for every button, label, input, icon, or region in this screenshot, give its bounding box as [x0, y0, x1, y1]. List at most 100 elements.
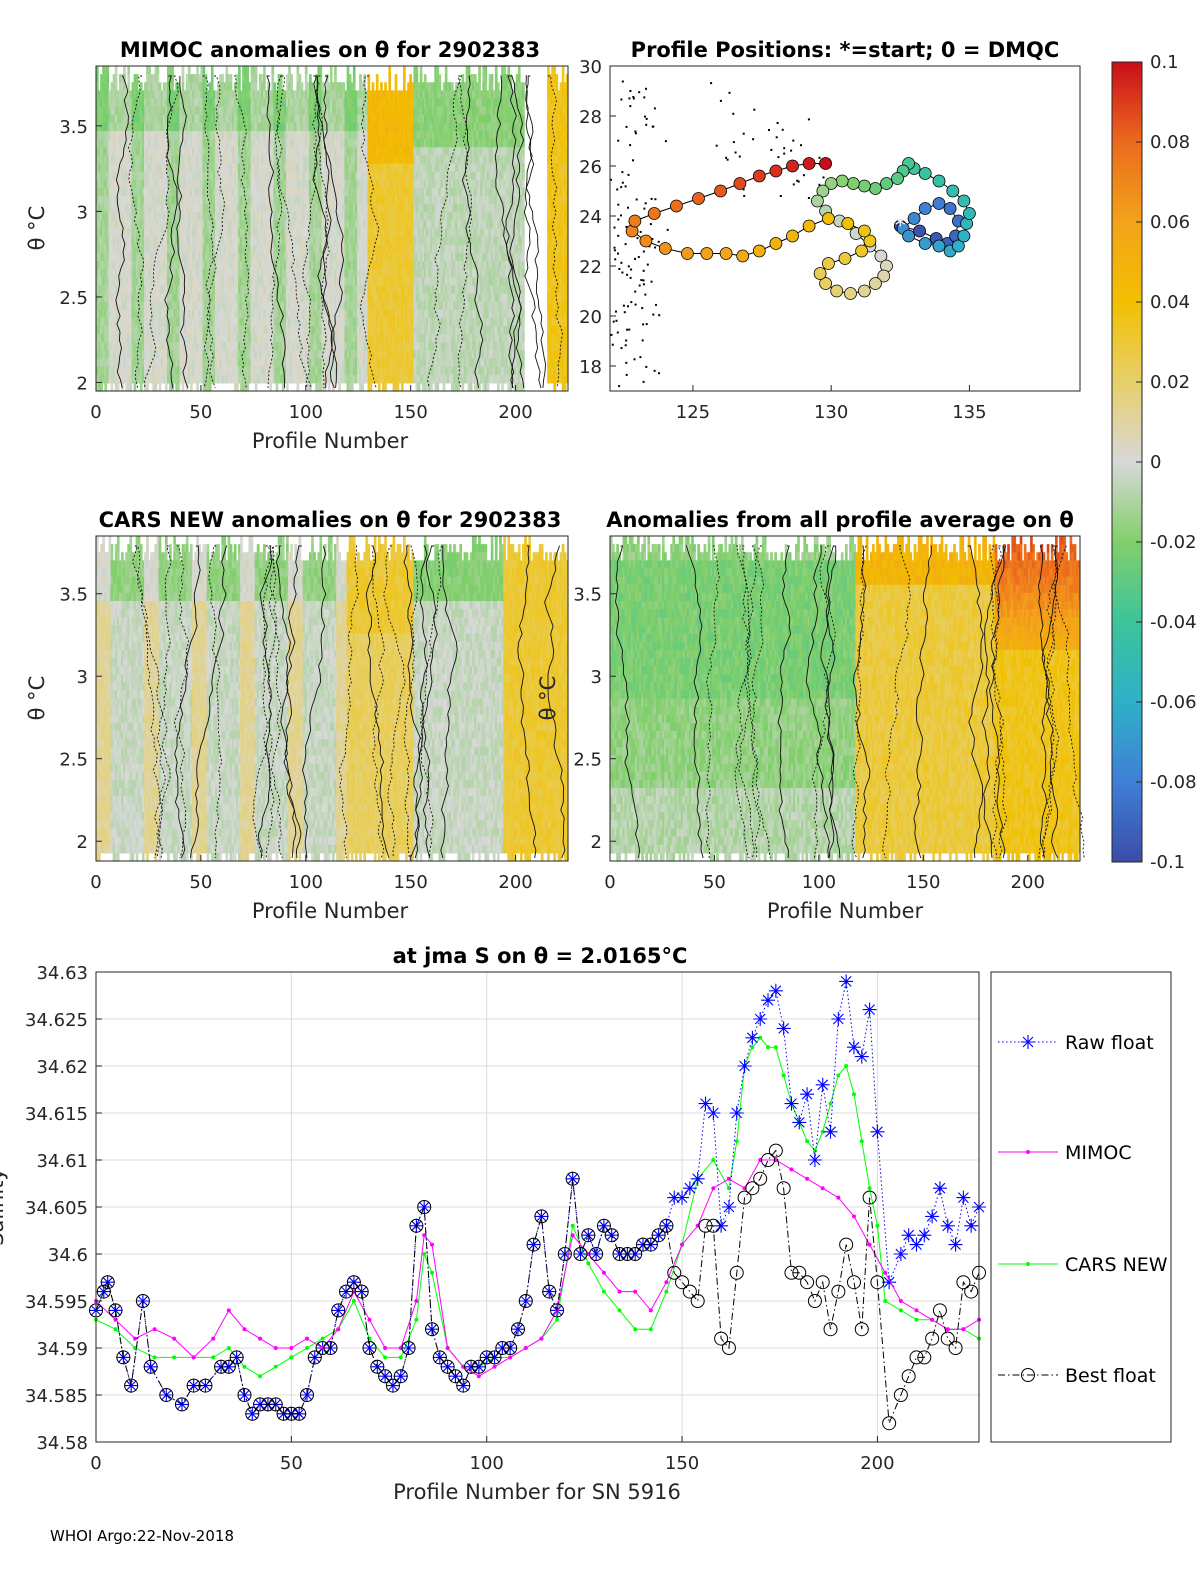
heatmap-cell	[353, 82, 356, 91]
heatmap-cell	[115, 74, 118, 83]
heatmap-cell	[171, 74, 174, 83]
heatmap-cell	[299, 74, 302, 83]
heatmap-cell	[353, 66, 356, 75]
heatmap-cell	[188, 66, 191, 75]
heatmap-cell	[148, 66, 151, 75]
heatmap-cell	[136, 82, 139, 91]
heatmap-cell	[106, 66, 109, 75]
heatmap-cell	[255, 66, 258, 75]
heatmap-cell	[280, 74, 283, 83]
heatmap-cell	[274, 82, 277, 91]
heatmap-cell	[134, 383, 137, 392]
heatmap-cell	[290, 82, 293, 91]
heatmap-cell	[209, 383, 212, 392]
heatmap-cell	[238, 66, 241, 75]
heatmap-cell	[263, 66, 266, 75]
heatmap-cell	[368, 82, 371, 91]
heatmap-cell	[211, 74, 214, 83]
heatmap-cell	[190, 383, 193, 392]
heatmap-cell	[127, 66, 130, 75]
heatmap-cell	[319, 74, 322, 83]
heatmap-cell	[301, 82, 304, 91]
heatmap-cell	[280, 82, 283, 91]
heatmap-cell	[115, 82, 118, 91]
heatmap-cell	[157, 66, 160, 75]
heatmap-cell	[238, 82, 241, 91]
heatmap-cell	[157, 74, 160, 83]
heatmap-cell	[230, 82, 233, 91]
mimoc-title: MIMOC anomalies on θ for 2902383	[120, 38, 540, 62]
heatmap-cell	[322, 82, 325, 91]
heatmap-cell	[211, 66, 214, 75]
heatmap-cell	[286, 383, 289, 392]
heatmap-cell	[246, 383, 249, 392]
heatmap-cell	[171, 66, 174, 75]
panel-mimoc: MIMOC anomalies on θ for 2902383 0 50 100 1…	[25, 38, 569, 453]
heatmap-cell	[368, 74, 371, 83]
heatmap-cell	[361, 383, 364, 392]
heatmap-cell	[196, 66, 199, 75]
heatmap-cell	[127, 74, 130, 83]
heatmap-cell	[349, 74, 352, 83]
heatmap-cell	[106, 74, 109, 83]
heatmap-cell	[100, 383, 103, 392]
heatmap-cell	[171, 82, 174, 91]
heatmap-cell	[305, 66, 308, 75]
heatmap-cell	[263, 82, 266, 91]
heatmap-cell	[305, 74, 308, 83]
heatmap-cell	[338, 383, 341, 392]
heatmap-cell	[255, 82, 258, 91]
heatmap-cell	[328, 383, 331, 392]
heatmap-cell	[211, 82, 214, 91]
heatmap-cell	[104, 383, 107, 392]
heatmap-cell	[236, 383, 239, 392]
heatmap-cell	[288, 66, 291, 75]
heatmap-cell	[225, 66, 228, 75]
heatmap-cell	[106, 82, 109, 91]
heatmap-cell	[271, 74, 274, 83]
heatmap-cell	[263, 74, 266, 83]
heatmap-cell	[111, 383, 114, 392]
heatmap-cell	[221, 74, 224, 83]
heatmap-cell	[182, 383, 185, 392]
heatmap-cell	[347, 66, 350, 75]
heatmap-cell	[309, 383, 312, 392]
heatmap-cell	[297, 383, 300, 392]
heatmap-cell	[246, 66, 249, 75]
heatmap-cell	[159, 383, 162, 392]
heatmap-cell	[127, 82, 130, 91]
heatmap-cell	[290, 74, 293, 83]
heatmap-cell	[140, 383, 143, 392]
heatmap-cell	[165, 383, 168, 392]
heatmap-cell	[309, 74, 312, 83]
heatmap-cell	[238, 74, 241, 83]
heatmap-cell	[351, 383, 354, 392]
heatmap-cell	[297, 66, 300, 75]
heatmap-cell	[196, 383, 199, 392]
heatmap-cell	[255, 74, 258, 83]
heatmap-cell	[342, 82, 345, 91]
heatmap-cell	[276, 383, 279, 392]
heatmap-cell	[334, 66, 337, 75]
heatmap-cell	[159, 82, 162, 91]
mimoc-heatmap	[96, 66, 569, 392]
heatmap-cell	[359, 74, 362, 83]
heatmap-cell	[123, 66, 126, 75]
heatmap-cell	[136, 74, 139, 83]
heatmap-cell	[330, 74, 333, 83]
heatmap-cell	[230, 74, 233, 83]
heatmap-cell	[154, 383, 157, 392]
heatmap-cell	[129, 383, 132, 392]
heatmap-cell	[334, 74, 337, 83]
heatmap-cell	[319, 66, 322, 75]
heatmap-cell	[182, 74, 185, 83]
heatmap-cell	[115, 66, 118, 75]
heatmap-cell	[271, 66, 274, 75]
heatmap-cell	[182, 82, 185, 91]
heatmap-cell	[182, 66, 185, 75]
heatmap-cell	[311, 82, 314, 91]
heatmap-cell	[146, 383, 149, 392]
heatmap-cell	[255, 383, 258, 392]
heatmap-cell	[246, 74, 249, 83]
